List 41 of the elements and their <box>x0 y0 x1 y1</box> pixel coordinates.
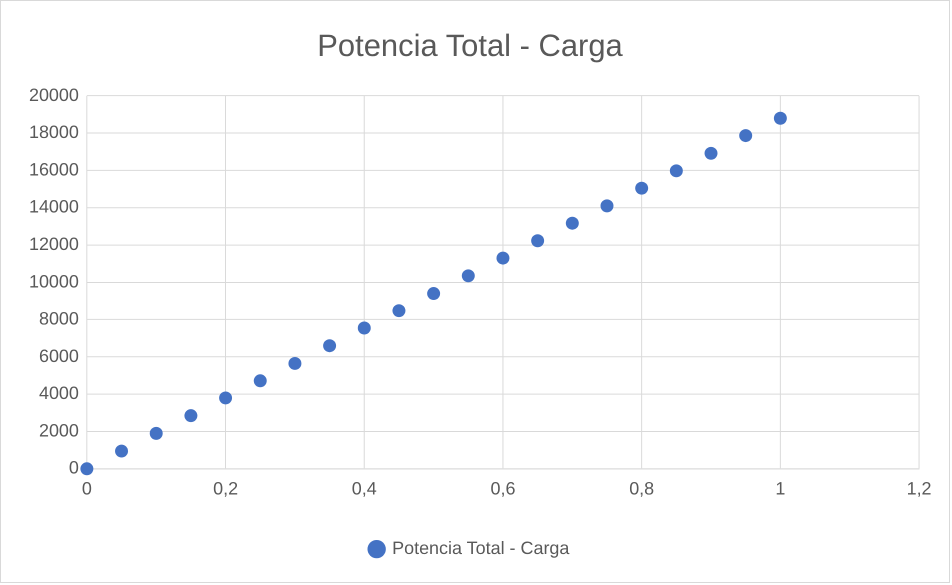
point <box>531 234 544 248</box>
y-tick-label: 12000 <box>28 234 79 254</box>
point <box>670 164 683 178</box>
y-tick-label: 20000 <box>28 84 79 105</box>
point <box>600 199 614 212</box>
y-tick-label: 14000 <box>28 196 79 217</box>
point <box>462 269 475 282</box>
point <box>427 287 440 300</box>
point <box>496 252 510 265</box>
point <box>184 409 198 422</box>
point <box>635 182 648 195</box>
legend-label: Potencia Total - Carga <box>392 538 570 558</box>
point <box>704 146 718 160</box>
y-tick-label: 16000 <box>28 159 79 180</box>
chart-title: Potencia Total - Carga <box>317 28 624 63</box>
point <box>566 216 579 230</box>
y-tick-label: 2000 <box>38 420 79 440</box>
point <box>323 339 336 352</box>
point <box>739 129 752 142</box>
y-tick-label: 8000 <box>38 308 79 329</box>
point <box>254 374 267 388</box>
x-tick-label: 1 <box>775 478 786 498</box>
y-tick-label: 6000 <box>38 346 79 366</box>
x-tick-label: 1,2 <box>906 478 932 498</box>
x-tick-label: 0,8 <box>629 478 654 498</box>
point <box>80 462 94 476</box>
y-tick-label: 10000 <box>28 271 79 292</box>
x-tick-label: 0,4 <box>352 478 377 498</box>
point <box>358 322 371 334</box>
y-tick-label: 4000 <box>38 383 79 404</box>
point <box>219 391 232 404</box>
point <box>774 112 787 125</box>
x-tick-label: 0 <box>82 478 92 498</box>
point <box>288 356 302 370</box>
point <box>115 444 128 458</box>
x-tick-label: 0,2 <box>213 478 238 498</box>
y-tick-label: 0 <box>68 458 79 478</box>
point <box>150 426 163 440</box>
point <box>392 304 406 318</box>
y-tick-label: 18000 <box>28 122 79 142</box>
x-tick-label: 0,6 <box>490 478 516 498</box>
